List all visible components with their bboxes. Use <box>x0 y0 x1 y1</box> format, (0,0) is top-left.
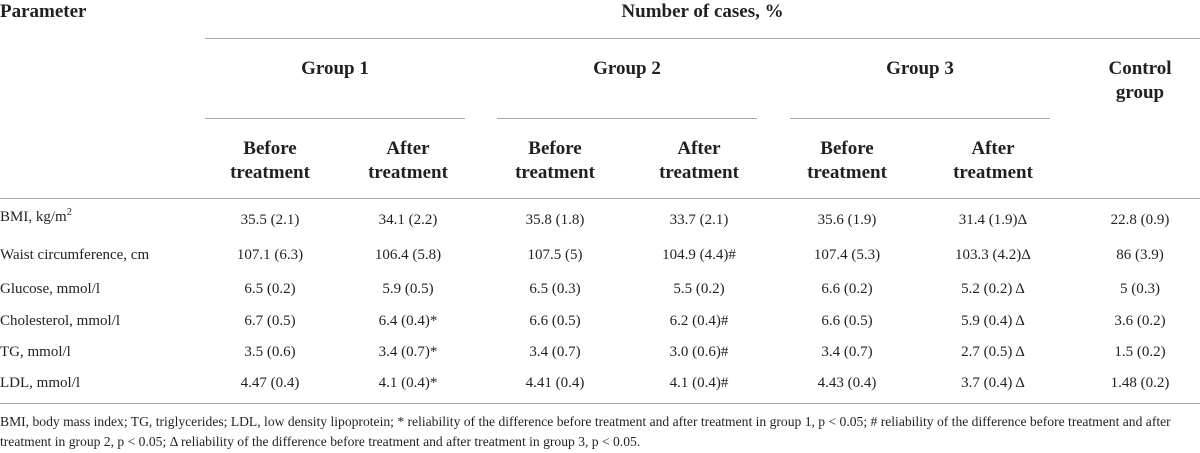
table-row-param: LDL, mmol/l <box>0 375 80 391</box>
table-cell: 6.6 (0.2) <box>821 281 873 297</box>
before-line-1: Before <box>528 138 582 159</box>
table-cell: 5.2 (0.2) Δ <box>961 281 1025 297</box>
before-line-1: Before <box>243 138 297 159</box>
table-cell: 5.5 (0.2) <box>673 281 725 297</box>
table-cell: 3.7 (0.4) Δ <box>961 375 1025 391</box>
table-cell: 6.6 (0.5) <box>821 313 873 329</box>
group-2-before-header: Before treatment <box>490 137 620 185</box>
group-1-header: Group 1 <box>301 58 369 79</box>
control-line-1: Control <box>1108 58 1172 79</box>
table-cell: 5 (0.3) <box>1120 281 1160 297</box>
before-line-2: treatment <box>515 162 595 183</box>
group-1-divider <box>205 118 465 119</box>
before-line-1: Before <box>820 138 874 159</box>
table-cell: 3.6 (0.2) <box>1114 313 1166 329</box>
table-cell: 6.2 (0.4)# <box>669 313 729 329</box>
after-line-2: treatment <box>953 162 1033 183</box>
table-cell: 4.1 (0.4)* <box>378 375 438 391</box>
after-line-1: After <box>971 138 1015 159</box>
table-cell: 86 (3.9) <box>1116 247 1164 263</box>
group-3-divider <box>790 118 1050 119</box>
table-row-param: Waist circumference, cm <box>0 247 150 263</box>
table-cell: 5.9 (0.4) Δ <box>961 313 1025 329</box>
table-cell: 22.8 (0.9) <box>1110 212 1170 228</box>
table-row-param: Glucose, mmol/l <box>0 281 100 297</box>
group-1-after-header: After treatment <box>343 137 473 185</box>
table-cell: 4.41 (0.4) <box>525 375 585 391</box>
table-cell: 6.5 (0.2) <box>244 281 296 297</box>
group-3-header: Group 3 <box>886 58 954 79</box>
after-line-2: treatment <box>659 162 739 183</box>
table-cell: 34.1 (2.2) <box>378 212 438 228</box>
table-cell: 6.7 (0.5) <box>244 313 296 329</box>
before-line-2: treatment <box>807 162 887 183</box>
table-cell: 33.7 (2.1) <box>669 212 729 228</box>
table-cell: 3.0 (0.6)# <box>669 344 729 360</box>
table-cell: 35.5 (2.1) <box>240 212 300 228</box>
before-line-2: treatment <box>230 162 310 183</box>
table-cell: 3.5 (0.6) <box>244 344 296 360</box>
group-2-header: Group 2 <box>593 58 661 79</box>
table-cell: 6.5 (0.3) <box>529 281 581 297</box>
table-cell: 6.6 (0.5) <box>529 313 581 329</box>
table-cell: 106.4 (5.8) <box>374 247 442 263</box>
number-of-cases-header: Number of cases, % <box>621 1 784 22</box>
table-cell: 3.4 (0.7)* <box>378 344 438 360</box>
table-cell: 6.4 (0.4)* <box>378 313 438 329</box>
table-row-param: Cholesterol, mmol/l <box>0 313 120 329</box>
table-cell: 107.5 (5) <box>527 247 583 263</box>
after-line-2: treatment <box>368 162 448 183</box>
table-bottom-rule <box>0 403 1200 404</box>
table-cell: 104.9 (4.4)# <box>662 247 736 263</box>
control-line-2: group <box>1115 82 1165 103</box>
after-line-1: After <box>386 138 430 159</box>
table-cell: 4.47 (0.4) <box>240 375 300 391</box>
table-cell: 35.6 (1.9) <box>817 212 877 228</box>
table-cell: 4.43 (0.4) <box>817 375 877 391</box>
group-3-after-header: After treatment <box>928 137 1058 185</box>
table-cell: 107.1 (6.3) <box>236 247 304 263</box>
table-cell: 3.4 (0.7) <box>529 344 581 360</box>
table-cell: 1.48 (0.2) <box>1110 375 1170 391</box>
control-group-header: Control group <box>1085 57 1195 105</box>
group-2-after-header: After treatment <box>634 137 764 185</box>
table-cell: 5.9 (0.5) <box>382 281 434 297</box>
parameter-header: Parameter <box>0 1 87 22</box>
table-cell: 35.8 (1.8) <box>525 212 585 228</box>
table-cell: 107.4 (5.3) <box>813 247 881 263</box>
table-cell: 31.4 (1.9)Δ <box>958 212 1028 228</box>
table-cell: 3.4 (0.7) <box>821 344 873 360</box>
table-header-bottom-rule <box>0 198 1200 199</box>
group-3-before-header: Before treatment <box>782 137 912 185</box>
group-2-divider <box>497 118 757 119</box>
param-superscript: 2 <box>66 207 72 218</box>
after-line-1: After <box>677 138 721 159</box>
param-label: BMI, kg/m <box>0 209 67 225</box>
table-cell: 4.1 (0.4)# <box>669 375 729 391</box>
table-row-param: BMI, kg/m2 <box>0 207 72 227</box>
header-divider <box>205 38 1200 39</box>
table-cell: 2.7 (0.5) Δ <box>961 344 1025 360</box>
table-row-param: TG, mmol/l <box>0 344 71 360</box>
group-1-before-header: Before treatment <box>205 137 335 185</box>
table-cell: 103.3 (4.2)Δ <box>955 247 1031 263</box>
table-footnote: BMI, body mass index; TG, triglycerides;… <box>0 414 1171 449</box>
table-cell: 1.5 (0.2) <box>1114 344 1166 360</box>
